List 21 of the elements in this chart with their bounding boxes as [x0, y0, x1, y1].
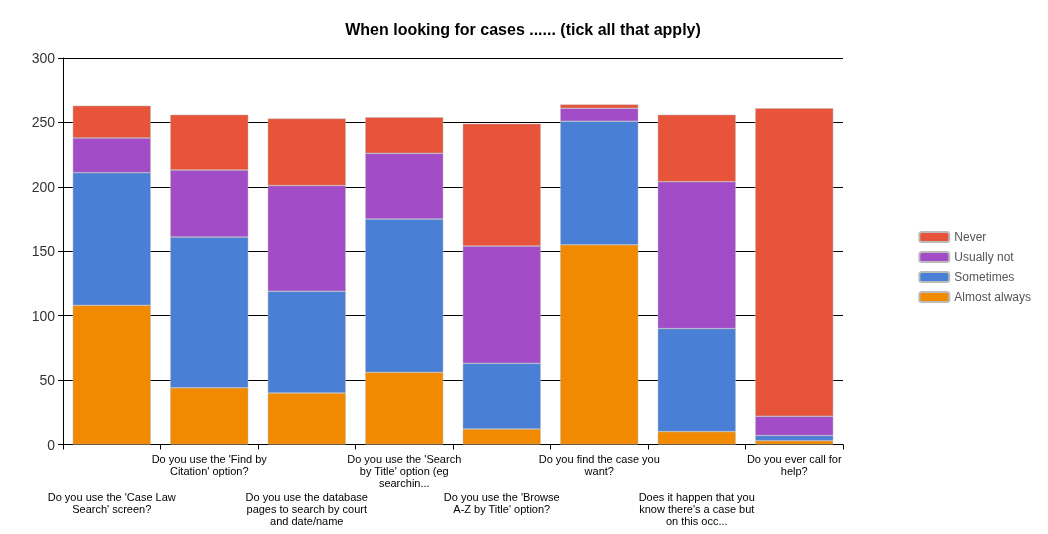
legend-label: Sometimes	[954, 270, 1015, 284]
bar	[755, 440, 834, 445]
y-tick-label: 50	[39, 372, 56, 389]
y-tick-label: 250	[31, 114, 56, 131]
legend-label: Almost always	[954, 290, 1031, 304]
x-tick-label: Do you use the 'Browse A-Z by Title' option?	[443, 490, 560, 515]
x-tick-label: Does it happen that you know there's a case but on this occ...	[638, 490, 755, 527]
y-tick-label: 200	[31, 178, 56, 195]
legend-label: Never	[954, 230, 987, 244]
y-tick-label: 300	[31, 50, 56, 66]
x-tick-label: Do you use the 'Case Law Search' screen?	[47, 490, 176, 515]
x-tick-label: Do you use the 'Find by Citation' option?	[151, 452, 268, 477]
chart-title: When looking for cases ...... (tick all that apply)	[345, 20, 701, 38]
x-tick-label: Do you use the database pages to search by court and date/name	[245, 490, 368, 527]
legend-label: Usually not	[954, 250, 1015, 264]
x-tick-label: Do you find the case you want?	[538, 452, 660, 477]
y-tick-label: 0	[47, 436, 56, 453]
y-tick-label: 100	[31, 307, 56, 324]
y-tick-label: 150	[31, 243, 56, 260]
x-tick-label: Do you use the 'Search by Title' option (eg searchin...	[347, 452, 462, 489]
x-tick-label: Do you ever call for help?	[746, 452, 842, 477]
